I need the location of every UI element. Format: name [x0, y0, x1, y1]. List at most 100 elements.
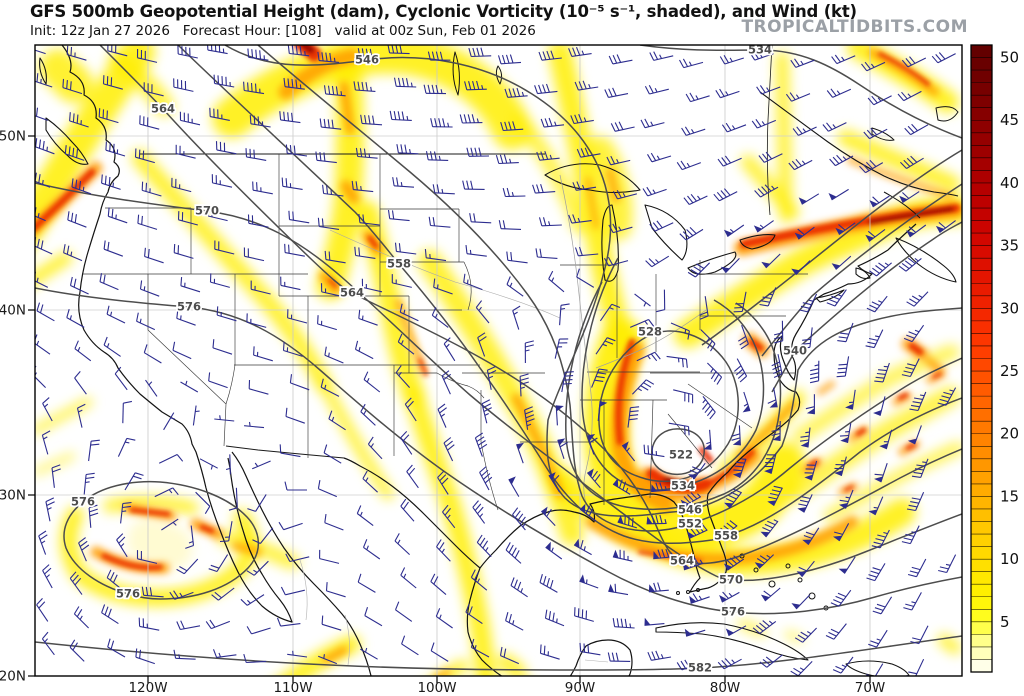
wind-barb — [114, 366, 128, 391]
contour-label: 570 — [719, 573, 743, 587]
wind-barb — [424, 249, 447, 262]
wind-barb — [176, 309, 196, 326]
wind-barb — [720, 258, 740, 274]
contour-label: 582 — [688, 661, 712, 675]
wind-barb — [397, 333, 415, 355]
wind-barb — [143, 344, 162, 364]
wind-barb — [608, 223, 633, 234]
geo-path — [231, 451, 372, 676]
colorbar-segment — [971, 195, 992, 209]
vorticity-blob — [131, 149, 333, 393]
wind-barb — [207, 207, 228, 222]
wind-barb — [246, 560, 269, 576]
watermark-tropicaltidbits: TROPICALTIDBITS.COM — [741, 17, 968, 37]
wind-barb — [211, 587, 235, 601]
wind-barb — [38, 530, 48, 555]
wind-barb — [579, 574, 599, 589]
colorbar-segment — [971, 571, 992, 585]
wind-barb — [319, 549, 340, 564]
vorticity-blob — [844, 485, 854, 492]
lat-label: 40N — [0, 303, 26, 319]
wind-barb — [486, 366, 497, 390]
geo-path — [329, 229, 561, 319]
vorticity-blob — [511, 393, 565, 499]
wind-barb — [475, 300, 490, 324]
wind-barb — [538, 217, 562, 227]
wind-barb — [251, 460, 271, 470]
height-contour — [257, 45, 962, 532]
wind-barb — [35, 138, 55, 155]
wind-barb — [476, 534, 492, 558]
vorticity-blob — [35, 45, 155, 247]
vorticity-blob — [199, 524, 215, 534]
wind-barb — [122, 400, 133, 424]
wind-barb — [676, 659, 701, 671]
wind-barb — [753, 220, 774, 233]
island — [686, 590, 690, 594]
wind-barb — [670, 322, 690, 340]
wind-barb — [98, 108, 119, 124]
wind-barb — [865, 228, 886, 242]
vorticity-blob — [785, 386, 960, 502]
wind-barb — [285, 144, 308, 157]
wind-barb — [144, 247, 164, 264]
vorticity-blob — [837, 129, 961, 193]
geo-path — [463, 261, 472, 311]
wind-barb — [69, 639, 85, 662]
wind-barb — [644, 617, 665, 626]
vorticity-blob — [512, 112, 588, 234]
wind-barb — [36, 302, 55, 322]
vorticity-blob — [816, 380, 836, 396]
colorbar-label: 20 — [1000, 425, 1019, 443]
wind-barb — [830, 589, 852, 607]
wind-barb — [143, 82, 164, 97]
wind-barb — [228, 487, 238, 511]
wind-barb — [724, 488, 743, 509]
wind-barb — [568, 214, 592, 224]
wind-barb — [685, 92, 710, 103]
wind-barb — [66, 45, 87, 61]
contour-label: 528 — [638, 325, 662, 339]
wind-barb — [389, 110, 412, 121]
colorbar-segment — [971, 458, 992, 472]
wind-barb — [599, 303, 621, 322]
wind-barb — [287, 45, 310, 57]
wind-barb — [280, 276, 301, 291]
colorbar-label: 5 — [1000, 613, 1010, 631]
geo-path — [855, 267, 871, 280]
island — [768, 580, 776, 588]
wind-barb — [771, 420, 781, 442]
colorbar-segment — [971, 182, 992, 196]
colorbar-segment — [971, 120, 992, 134]
wind-barb — [391, 274, 412, 288]
colorbar-segment — [971, 320, 992, 334]
wind-barb — [785, 92, 811, 102]
wind-barb — [361, 278, 383, 293]
wind-barb — [612, 189, 637, 200]
wind-barb — [702, 396, 716, 420]
wind-barb — [629, 318, 655, 328]
wind-barb — [907, 558, 927, 578]
wind-barb — [586, 468, 601, 489]
wind-barb — [99, 273, 119, 291]
vorticity-blob — [328, 278, 338, 288]
colorbar-segment — [971, 508, 992, 522]
wind-barb — [906, 224, 927, 238]
wind-barb — [225, 454, 231, 475]
vorticity-blob — [418, 358, 428, 376]
wind-barb — [248, 379, 269, 395]
wind-barb — [171, 177, 192, 193]
wind-barb — [534, 83, 558, 95]
wind-barb — [574, 607, 594, 622]
wind-barb — [69, 571, 83, 595]
wind-barb — [288, 210, 310, 224]
wind-barb — [715, 88, 740, 99]
wind-barb — [608, 54, 633, 65]
wind-barb — [832, 656, 854, 674]
wind-barb — [35, 365, 46, 388]
wind-barb — [240, 594, 265, 606]
wind-barb — [871, 529, 890, 549]
wind-barb — [510, 577, 528, 598]
colorbar-segment — [971, 308, 992, 322]
wind-barb — [320, 378, 340, 397]
